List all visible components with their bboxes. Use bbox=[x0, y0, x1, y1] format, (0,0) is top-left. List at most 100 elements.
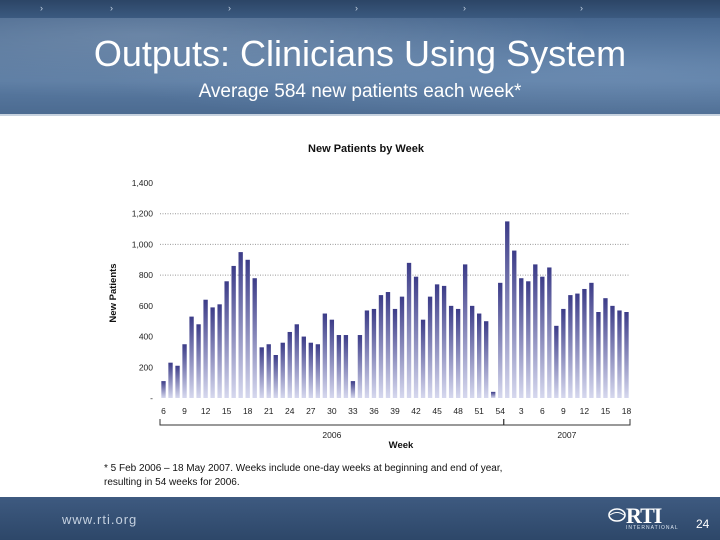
bar bbox=[610, 305, 615, 398]
group-label: 2006 bbox=[322, 430, 341, 440]
bar bbox=[498, 282, 503, 398]
x-tick-label: 12 bbox=[201, 406, 211, 416]
slide-title: Outputs: Clinicians Using System bbox=[93, 33, 627, 74]
bar bbox=[308, 342, 313, 398]
y-tick-label: 200 bbox=[139, 362, 153, 372]
bar bbox=[224, 281, 229, 398]
y-tick-label: 800 bbox=[139, 270, 153, 280]
x-tick-label: 51 bbox=[474, 406, 484, 416]
bar bbox=[168, 362, 173, 398]
bar bbox=[582, 288, 587, 398]
x-tick-label: 48 bbox=[453, 406, 463, 416]
x-tick-label: 9 bbox=[182, 406, 187, 416]
x-tick-label: 15 bbox=[222, 406, 232, 416]
page-number: 24 bbox=[696, 517, 710, 531]
bar bbox=[315, 344, 321, 398]
footer-bar: www.rti.org bbox=[0, 497, 720, 540]
group-bracket bbox=[503, 419, 631, 426]
bar bbox=[448, 305, 454, 398]
x-tick-label: 21 bbox=[264, 406, 274, 416]
x-tick-label: 15 bbox=[601, 406, 611, 416]
bar bbox=[547, 267, 552, 398]
header-glow bbox=[0, 0, 720, 116]
x-tick-label: 30 bbox=[327, 406, 337, 416]
header-banner: › › › › › › bbox=[0, 0, 720, 116]
x-tick-label: 39 bbox=[390, 406, 400, 416]
bar bbox=[420, 319, 426, 398]
chart-title: New Patients by Week bbox=[308, 143, 425, 155]
bar bbox=[203, 299, 208, 398]
bar bbox=[182, 344, 187, 398]
bar bbox=[217, 304, 222, 398]
x-tick-label: 45 bbox=[432, 406, 442, 416]
bar bbox=[364, 310, 370, 398]
x-tick-label: 24 bbox=[285, 406, 295, 416]
bar bbox=[434, 284, 440, 398]
x-tick-label: 6 bbox=[161, 406, 166, 416]
bar bbox=[294, 324, 299, 398]
bar bbox=[427, 296, 433, 398]
x-tick-label: 12 bbox=[580, 406, 590, 416]
bar bbox=[505, 221, 510, 398]
bar bbox=[231, 265, 236, 398]
bar bbox=[617, 310, 622, 398]
bar bbox=[392, 308, 398, 398]
footnote: * 5 Feb 2006 – 18 May 2007. Weeks includ… bbox=[104, 462, 664, 490]
bar bbox=[484, 321, 489, 398]
bar bbox=[301, 336, 306, 398]
bar bbox=[519, 278, 524, 398]
bar bbox=[252, 278, 257, 398]
x-tick-label: 42 bbox=[411, 406, 421, 416]
x-tick-label: 33 bbox=[348, 406, 358, 416]
bar bbox=[589, 282, 594, 398]
bar bbox=[336, 335, 342, 398]
bar bbox=[596, 312, 601, 398]
y-tick-label: 1,400 bbox=[132, 178, 154, 188]
bar bbox=[533, 264, 538, 398]
x-tick-label: 27 bbox=[306, 406, 316, 416]
chevron-icon: › bbox=[463, 3, 466, 13]
y-tick-label: 1,200 bbox=[132, 209, 154, 219]
bar bbox=[526, 281, 531, 398]
y-tick-label: 600 bbox=[139, 301, 153, 311]
group-bracket bbox=[159, 419, 505, 426]
bar bbox=[603, 298, 608, 398]
bar bbox=[343, 335, 349, 398]
bar bbox=[624, 312, 629, 398]
bar bbox=[196, 324, 201, 398]
logo-globe-icon bbox=[608, 508, 626, 522]
bar bbox=[280, 342, 285, 398]
x-tick-label: 18 bbox=[622, 406, 632, 416]
bar bbox=[477, 313, 482, 398]
x-axis-title: Week bbox=[389, 440, 414, 451]
group-label: 2007 bbox=[557, 430, 576, 440]
logo-text: RTI bbox=[626, 503, 662, 528]
bar bbox=[413, 276, 419, 398]
bar bbox=[568, 295, 573, 398]
footer-url[interactable]: www.rti.org bbox=[62, 512, 138, 527]
bar bbox=[259, 347, 264, 398]
bar bbox=[540, 276, 545, 398]
bar bbox=[469, 305, 475, 398]
top-strip: › › › › › › bbox=[0, 0, 720, 18]
footnote-line: * 5 Feb 2006 – 18 May 2007. Weeks includ… bbox=[104, 463, 503, 474]
chevron-icon: › bbox=[355, 3, 358, 13]
new-patients-chart: New Patients by Week New Patients Week -… bbox=[108, 143, 632, 451]
x-tick-label: 36 bbox=[369, 406, 379, 416]
bar bbox=[462, 264, 468, 398]
bar bbox=[238, 252, 243, 398]
chevron-icon: › bbox=[40, 3, 43, 13]
y-tick-label: 1,000 bbox=[132, 239, 154, 249]
header-rule bbox=[0, 114, 720, 116]
chevron-icon: › bbox=[228, 3, 231, 13]
bar bbox=[210, 307, 215, 398]
bar bbox=[161, 381, 166, 398]
x-tick-label: 9 bbox=[561, 406, 566, 416]
bar bbox=[561, 308, 566, 398]
chevron-icon: › bbox=[110, 3, 113, 13]
bar bbox=[329, 319, 335, 398]
bar bbox=[322, 313, 328, 398]
y-tick-label: 400 bbox=[139, 332, 153, 342]
bar bbox=[455, 308, 461, 398]
bar bbox=[491, 391, 496, 398]
